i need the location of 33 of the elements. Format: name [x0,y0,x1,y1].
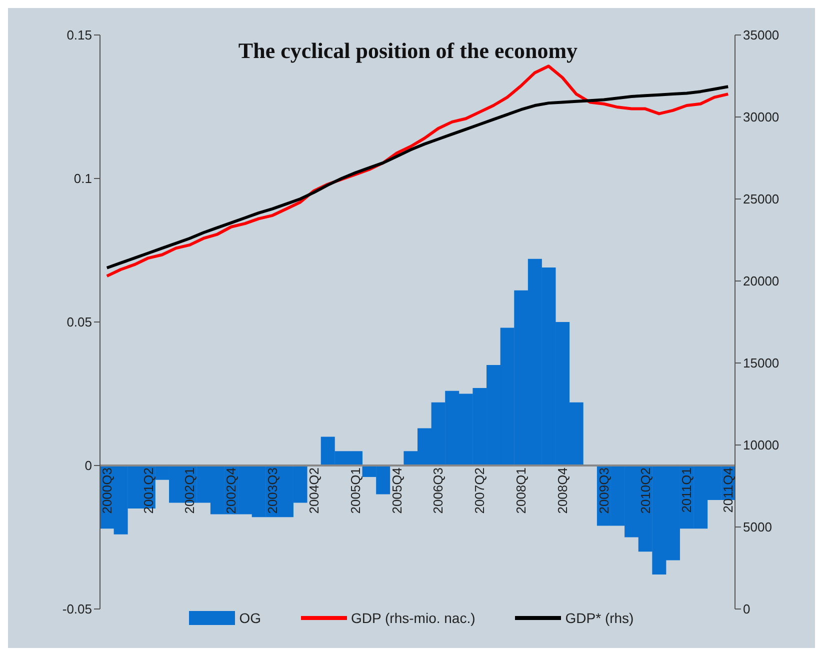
x-tick-label: 2002Q1 [182,468,198,514]
x-tick-label: 2006Q3 [430,468,446,514]
legend-label: GDP* (rhs) [565,610,634,626]
legend-label: GDP (rhs-mio. nac.) [351,610,476,626]
y-tick-label: 0 [84,458,92,474]
y2-tick-label: 25000 [743,192,780,207]
x-tick-label: 2011Q4 [720,468,736,513]
legend-label: OG [239,610,262,626]
chart-title: The cyclical position of the economy [238,38,578,63]
x-tick-label: 2001Q2 [140,468,156,514]
y2-tick-label: 5000 [743,520,772,535]
x-tick-label: 2005Q4 [389,468,404,514]
y2-tick-label: 30000 [743,110,780,125]
y-tick-label: 0.05 [66,314,92,330]
x-tick-label: 2010Q2 [638,468,653,514]
x-tick-label: 2005Q1 [348,468,363,514]
y-tick-label: -0.05 [62,602,92,617]
x-tick-label: 2007Q2 [472,468,488,514]
x-tick-label: 2008Q1 [514,468,529,514]
x-tick-label: 2002Q4 [224,468,239,514]
x-tick-label: 2004Q2 [306,468,322,514]
y2-tick-label: 0 [743,602,750,617]
y-tick-label: 0.1 [74,171,92,186]
y2-tick-label: 10000 [743,438,780,453]
x-tick-label: 2009Q3 [596,468,612,514]
y2-tick-label: 15000 [743,356,780,371]
x-tick-label: 2011Q1 [679,468,694,513]
y2-tick-label: 35000 [743,28,780,43]
x-tick-label: 2000Q3 [99,468,114,514]
y2-tick-label: 20000 [743,274,780,289]
x-tick-label: 2008Q4 [554,468,570,514]
y-tick-label: 0.15 [66,28,92,43]
x-tick-label: 2003Q3 [265,468,280,514]
